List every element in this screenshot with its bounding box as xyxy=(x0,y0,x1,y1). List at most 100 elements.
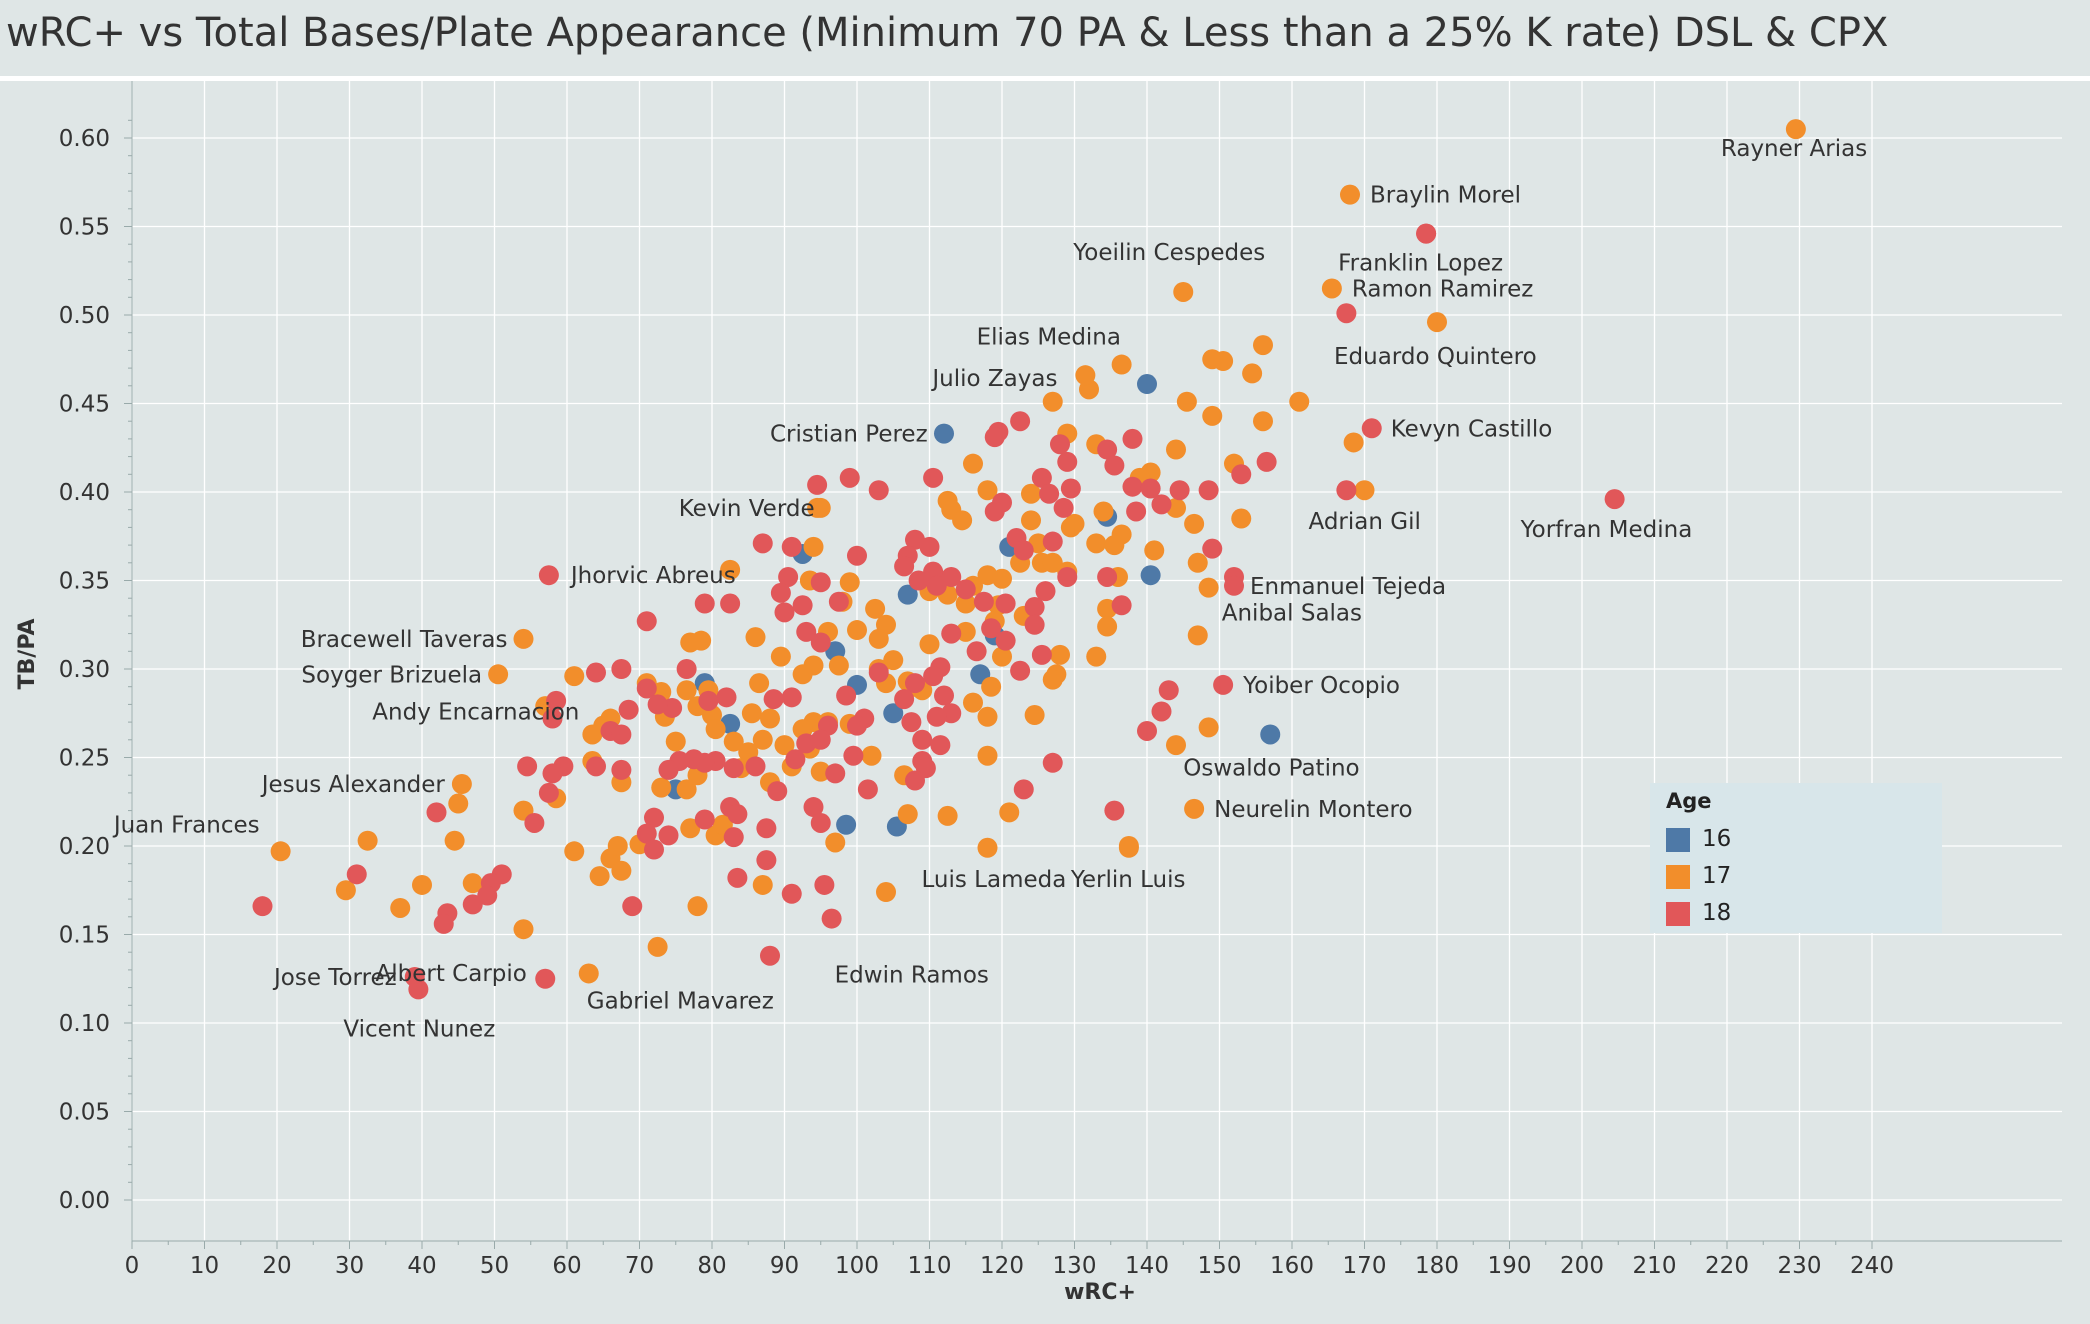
point-label: Kevin Verde xyxy=(679,496,815,522)
data-point xyxy=(513,628,534,649)
data-point xyxy=(810,497,831,518)
data-point xyxy=(839,572,860,593)
legend-label-17: 17 xyxy=(1702,863,1732,889)
data-point xyxy=(977,745,998,766)
data-point xyxy=(984,501,1005,522)
data-point xyxy=(412,874,432,895)
data-point xyxy=(955,621,976,642)
data-point xyxy=(756,850,777,871)
data-point xyxy=(1213,674,1234,695)
data-point xyxy=(1198,717,1219,738)
data-point xyxy=(1198,480,1219,501)
data-point xyxy=(1021,510,1041,531)
point-label: Soyger Brizuela xyxy=(301,662,482,688)
data-point xyxy=(1013,540,1034,561)
point-label: Yoiber Ocopio xyxy=(1242,673,1400,699)
y-tick-label: 0.00 xyxy=(59,1188,110,1214)
data-point xyxy=(1053,497,1074,518)
y-tick-label: 0.20 xyxy=(59,834,110,860)
data-point xyxy=(741,703,762,724)
legend-label-18: 18 xyxy=(1702,900,1732,926)
data-point xyxy=(462,894,483,915)
y-tick-label: 0.35 xyxy=(59,569,110,595)
data-point xyxy=(1024,614,1045,635)
data-point xyxy=(745,756,766,777)
data-point xyxy=(1013,779,1034,800)
data-point xyxy=(426,802,447,823)
scatter-plot: 0 10 20 30 40 50 60 70 80 90 100 110 120 130 140 150 160… xyxy=(15,81,2062,1305)
data-point xyxy=(934,423,954,444)
data-point xyxy=(538,782,559,803)
data-point xyxy=(926,575,947,596)
x-tick-label: 0 xyxy=(125,1253,140,1279)
data-point xyxy=(1111,595,1132,616)
data-point xyxy=(1785,119,1806,140)
data-point xyxy=(1202,349,1223,370)
data-point xyxy=(955,579,976,600)
data-point xyxy=(542,763,563,784)
data-point xyxy=(992,646,1012,667)
legend-title: Age xyxy=(1666,789,1712,813)
data-point xyxy=(1340,184,1360,205)
data-point xyxy=(644,839,664,860)
data-point xyxy=(611,659,632,679)
x-tick-label: 190 xyxy=(1488,1253,1532,1279)
data-point xyxy=(1224,575,1244,596)
data-point xyxy=(582,724,603,745)
data-point xyxy=(723,827,744,848)
data-point xyxy=(687,896,708,917)
data-point xyxy=(923,666,944,687)
data-point xyxy=(1140,565,1161,586)
data-point xyxy=(636,678,657,699)
data-point xyxy=(847,545,867,566)
data-point xyxy=(1173,281,1194,302)
data-point xyxy=(1042,391,1063,412)
data-point xyxy=(1184,798,1205,819)
data-point xyxy=(727,867,748,888)
point-label: Yorfran Medina xyxy=(1520,517,1693,543)
data-point xyxy=(1416,223,1437,244)
x-tick-label: 20 xyxy=(262,1253,291,1279)
data-point xyxy=(676,779,697,800)
data-point xyxy=(756,818,777,839)
data-point xyxy=(618,699,639,720)
point-label: Bracewell Taveras xyxy=(301,627,508,653)
data-point xyxy=(1042,752,1063,773)
x-tick-label: 110 xyxy=(908,1253,952,1279)
data-point xyxy=(691,630,712,651)
data-point xyxy=(705,719,726,740)
point-label: Julio Zayas xyxy=(930,366,1057,392)
data-point xyxy=(810,761,831,782)
data-point xyxy=(1097,566,1118,587)
data-point xyxy=(774,735,795,756)
x-tick-label: 50 xyxy=(480,1253,509,1279)
data-point xyxy=(448,793,469,814)
data-point xyxy=(825,832,846,853)
data-point xyxy=(1253,335,1273,356)
data-point xyxy=(752,874,773,895)
data-point xyxy=(252,896,273,917)
data-point xyxy=(611,724,632,745)
data-point xyxy=(803,536,824,557)
data-point xyxy=(941,566,962,587)
data-point xyxy=(1093,501,1114,522)
data-point xyxy=(622,896,643,917)
x-tick-label: 140 xyxy=(1125,1253,1169,1279)
data-point xyxy=(1111,354,1132,375)
data-point xyxy=(955,593,976,614)
legend-swatch-16 xyxy=(1666,828,1690,852)
point-label: Elias Medina xyxy=(977,325,1121,351)
data-point xyxy=(723,731,744,752)
x-tick-label: 120 xyxy=(980,1253,1024,1279)
data-point xyxy=(984,427,1005,448)
data-point xyxy=(451,774,472,795)
data-point xyxy=(774,602,795,623)
data-point xyxy=(1169,480,1190,501)
data-point xyxy=(847,715,867,736)
data-point xyxy=(513,919,534,940)
data-point xyxy=(1166,439,1186,460)
data-point xyxy=(1097,439,1118,460)
point-label: Jose Torrez xyxy=(272,965,397,991)
data-points xyxy=(252,119,1806,1000)
data-point xyxy=(1104,800,1125,821)
